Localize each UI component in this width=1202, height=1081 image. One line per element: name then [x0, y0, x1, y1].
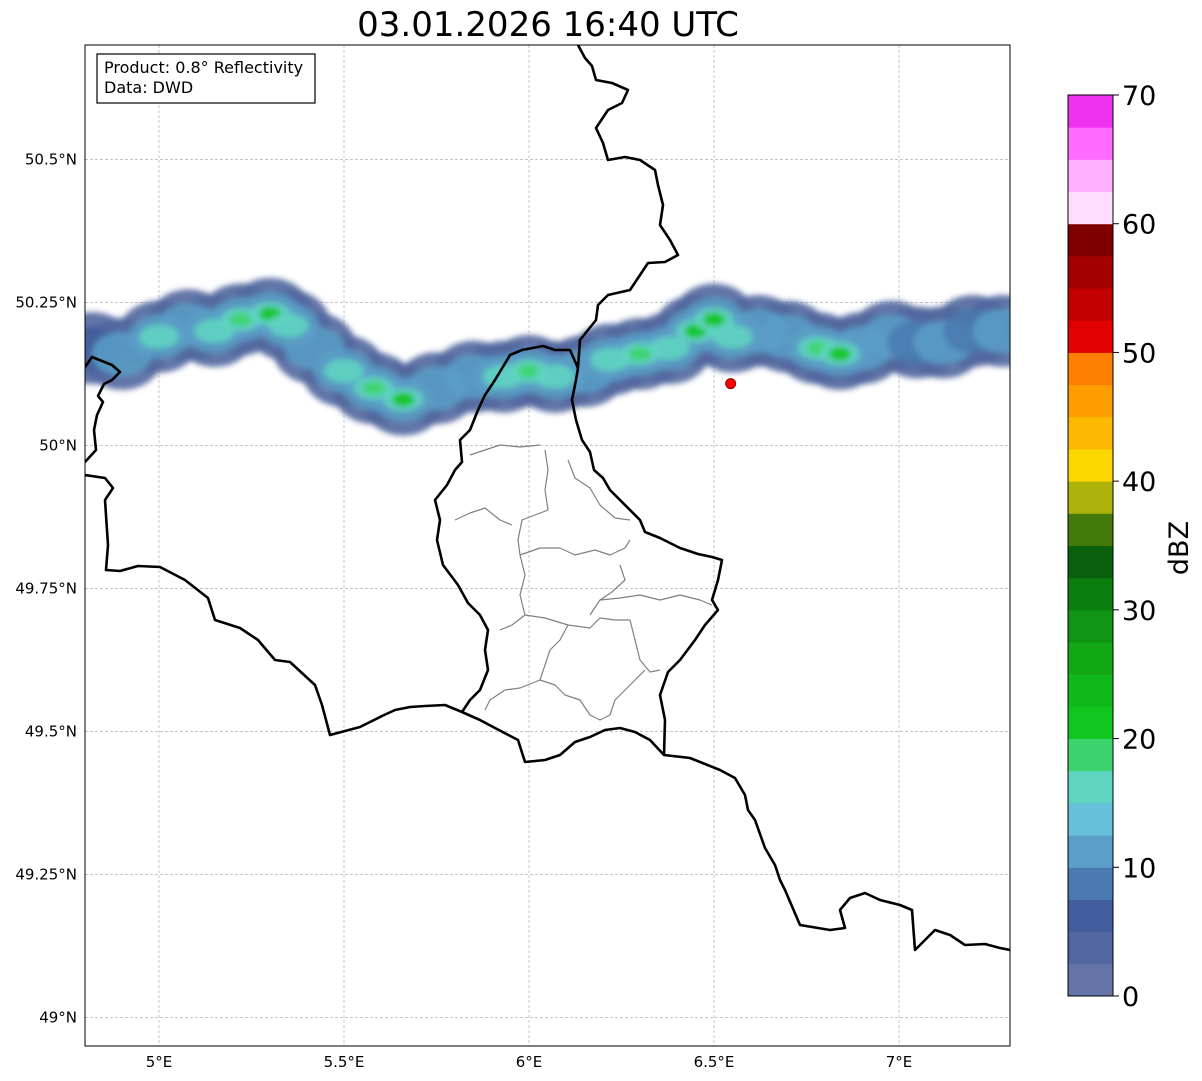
- colorbar-segment: [1068, 609, 1113, 643]
- lat-tick-label: 49.25°N: [15, 865, 77, 883]
- colorbar-segment: [1068, 899, 1113, 933]
- plot-frame: [84, 44, 1011, 1047]
- info-box: Product: 0.8° Reflectivity Data: DWD: [96, 53, 316, 104]
- colorbar-segment: [1068, 770, 1113, 804]
- plot-background: [85, 45, 1010, 1046]
- lat-tick-label: 49.5°N: [25, 722, 77, 740]
- radar-echo-layer: [85, 277, 1010, 436]
- colorbar-segment: [1068, 674, 1113, 707]
- lon-tick-label: 6°E: [516, 1053, 543, 1071]
- colorbar-segment: [1068, 95, 1113, 128]
- echo-cell-high: [268, 313, 309, 338]
- colorbar-segment: [1068, 513, 1113, 546]
- colorbar: [1068, 95, 1113, 997]
- colorbar-label: dBZ: [1164, 521, 1195, 575]
- colorbar-segment: [1068, 288, 1113, 321]
- lat-tick-label: 50.5°N: [25, 150, 77, 168]
- info-box-frame: [96, 53, 316, 104]
- colorbar-tick-label: 70: [1122, 81, 1156, 112]
- echo-cell-high: [324, 359, 364, 384]
- colorbar-segment: [1068, 577, 1113, 611]
- lon-tick-label: 6.5°E: [694, 1053, 735, 1071]
- country-border-germany-luxembourg-east: [461, 45, 724, 764]
- lon-tick-label: 5.5°E: [324, 1053, 365, 1071]
- colorbar-segment: [1068, 191, 1113, 225]
- colorbar-tick-label: 40: [1122, 467, 1156, 498]
- axis-tick-labels: 5°E 5.5°E 6°E 6.5°E 7°E 49°N 49.25°N 49.5°N 49.7…: [15, 150, 912, 1071]
- colorbar-segment: [1068, 802, 1113, 836]
- colorbar-segment: [1068, 255, 1113, 289]
- echo-cell-high: [649, 336, 690, 361]
- echo-cell-core: [828, 346, 851, 361]
- country-border-belgium-west-edge: [85, 355, 122, 463]
- colorbar-segment: [1068, 642, 1113, 675]
- lon-tick-label: 7°E: [886, 1053, 913, 1071]
- colorbar-segment: [1068, 706, 1113, 740]
- colorbar-segment: [1068, 384, 1113, 418]
- colorbar-segment: [1068, 867, 1113, 900]
- lat-tick-label: 50.25°N: [15, 293, 77, 311]
- info-line-data-source: Data: DWD: [104, 78, 193, 97]
- colorbar-segment: [1068, 159, 1113, 193]
- colorbar-segment: [1068, 481, 1113, 514]
- colorbar-segment: [1068, 545, 1113, 579]
- echo-cell-high: [534, 364, 575, 389]
- echo-cell-high: [139, 324, 179, 349]
- lat-tick-label: 49.75°N: [15, 579, 77, 597]
- region-borders-luxembourg: [454, 444, 713, 721]
- echo-cell-core: [362, 381, 385, 396]
- colorbar-segment: [1068, 416, 1113, 450]
- colorbar-segment: [1068, 835, 1113, 868]
- colorbar-segment: [1068, 127, 1113, 160]
- echo-cell-core: [229, 312, 252, 327]
- info-line-product: Product: 0.8° Reflectivity: [104, 58, 303, 77]
- colorbar-tick-label: 30: [1122, 596, 1156, 627]
- echo-cell-core: [392, 392, 415, 407]
- colorbar-tick-label: 0: [1122, 982, 1139, 1013]
- country-border-belgium-luxembourg-west: [85, 344, 580, 737]
- colorbar-tick-labels: 0 10 20 30 40 50 60 70: [1113, 81, 1156, 1013]
- colorbar-tick-label: 50: [1122, 338, 1156, 369]
- colorbar-frame: [1067, 94, 1114, 997]
- country-border-france-germany-south: [663, 753, 1010, 952]
- colorbar-tick-label: 60: [1122, 210, 1156, 241]
- echo-cell-mid: [972, 309, 1010, 353]
- echo-cell-core: [703, 312, 725, 327]
- colorbar-segment: [1068, 931, 1113, 965]
- location-marker: [725, 378, 737, 390]
- colorbar-segment: [1068, 320, 1113, 353]
- colorbar-segment: [1068, 738, 1113, 772]
- colorbar-tick-label: 10: [1122, 853, 1156, 884]
- radar-echo-band: [85, 277, 1010, 436]
- border-layer: [85, 45, 1010, 952]
- lat-tick-label: 50°N: [39, 436, 77, 454]
- map-title: 03.01.2026 16:40 UTC: [357, 5, 739, 45]
- echo-cell-core: [629, 346, 651, 361]
- colorbar-segment: [1068, 963, 1113, 997]
- colorbar-segment: [1068, 223, 1113, 257]
- lon-tick-label: 5°E: [146, 1053, 173, 1071]
- echo-cell-core: [518, 364, 540, 379]
- colorbar-tick-label: 20: [1122, 725, 1156, 756]
- echo-cell-high: [712, 324, 753, 349]
- colorbar-segment: [1068, 352, 1113, 386]
- lat-tick-label: 49°N: [39, 1008, 77, 1026]
- graticule-grid: [85, 45, 1010, 1046]
- colorbar-segment: [1068, 448, 1113, 482]
